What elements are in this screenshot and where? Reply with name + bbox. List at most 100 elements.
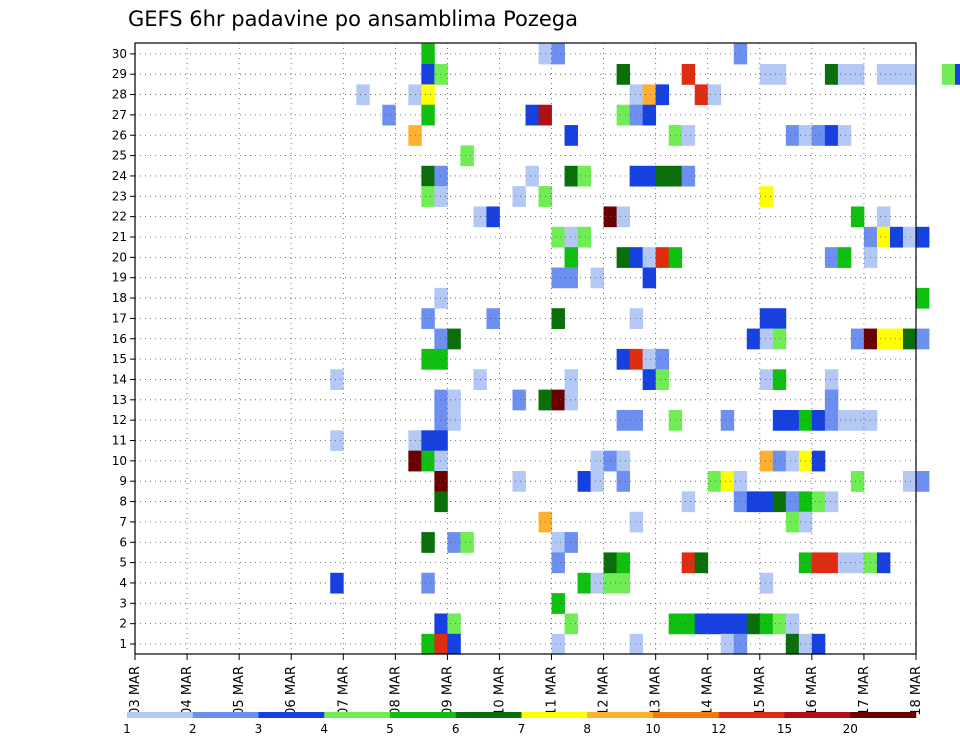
heatmap-cell-33 (382, 104, 396, 126)
heatmap-cell-125 (434, 389, 448, 411)
heatmap-cell-10 (824, 64, 839, 85)
y-tick-label-20: 20 (112, 250, 127, 264)
heatmap-cell-120 (642, 369, 657, 391)
heatmap-cell-71 (551, 226, 565, 248)
heatmap-cell-75 (876, 226, 891, 248)
heatmap-cell-164 (590, 471, 604, 492)
heatmap-cell-143 (837, 409, 852, 431)
heatmap-cell-90 (590, 267, 604, 289)
colorbar-label-20: 20 (843, 722, 858, 736)
heatmap-cell-66 (486, 206, 500, 228)
heatmap-cell-92 (434, 287, 448, 309)
heatmap-cell-138 (772, 409, 787, 431)
heatmap-cell-68 (616, 206, 631, 228)
heatmap-cell-151 (421, 450, 435, 472)
heatmap-cell-81 (629, 247, 644, 268)
heatmap-cell-190 (564, 532, 578, 553)
heatmap-cell-201 (681, 552, 696, 574)
y-tick-label-27: 27 (112, 108, 127, 122)
heatmap-cell-200 (551, 552, 565, 574)
heatmap-cell-169 (850, 471, 865, 492)
colorbar-label-3: 3 (255, 722, 263, 736)
heatmap-cell-29 (642, 84, 657, 106)
heatmap-cell-221 (759, 613, 774, 635)
y-tick-label-22: 22 (112, 210, 127, 224)
colorbar-swatch-11 (850, 712, 917, 718)
heatmap-cell-13 (876, 64, 891, 85)
heatmap-cell-99 (772, 308, 787, 329)
heatmap-cell-155 (616, 450, 631, 472)
heatmap-cell-37 (616, 104, 631, 126)
heatmap-cell-227 (551, 633, 565, 655)
heatmap-cell-95 (486, 308, 500, 329)
heatmap-cell-213 (564, 613, 578, 635)
heatmap-cell-123 (772, 369, 787, 391)
heatmap-cell-211 (434, 613, 448, 635)
heatmap-cell-175 (746, 491, 761, 513)
y-tick-label-7: 7 (119, 515, 127, 529)
heatmap-cell-217 (707, 613, 722, 635)
y-tick-label-21: 21 (112, 230, 127, 244)
heatmap-cell-144 (850, 409, 865, 431)
heatmap-cell-9 (772, 64, 787, 85)
heatmap-cell-59 (681, 165, 696, 187)
heatmap-cell-78 (916, 226, 930, 248)
heatmap-cell-192 (421, 572, 435, 594)
colorbar-label-6: 6 (452, 722, 460, 736)
y-tick-label-17: 17 (112, 311, 127, 325)
heatmap-cell-220 (746, 613, 761, 635)
heatmap-cell-12 (850, 64, 865, 85)
y-tick-label-1: 1 (119, 637, 127, 651)
y-tick-label-13: 13 (112, 393, 127, 407)
heatmap-cell-32 (707, 84, 722, 106)
colorbar-label-5: 5 (386, 722, 394, 736)
x-tick-label-4: 07 MAR (336, 666, 351, 716)
x-tick-label-13: 16 MAR (805, 666, 820, 716)
heatmap-cell-115 (642, 348, 657, 370)
heatmap-cell-46 (811, 125, 826, 146)
heatmap-cell-132 (434, 409, 448, 431)
heatmap-cell-54 (577, 165, 591, 187)
heatmap-cell-172 (434, 491, 448, 513)
heatmap-cell-158 (785, 450, 800, 472)
heatmap-cell-173 (681, 491, 696, 513)
heatmap-cell-77 (902, 226, 917, 248)
colorbar-label-8: 8 (583, 722, 591, 736)
heatmap-cell-80 (616, 247, 631, 268)
heatmap-cell-134 (616, 409, 631, 431)
colorbar: 1 2 3 4 5 6 7 8 10 12 15 20 (123, 712, 917, 736)
colorbar-label-1: 1 (123, 722, 131, 736)
y-tick-label-11: 11 (112, 434, 127, 448)
heatmap-cell-79 (564, 247, 578, 268)
heatmap-cell-184 (785, 511, 800, 533)
x-tick-label-8: 11 MAR (545, 666, 560, 716)
heatmap-cell-181 (824, 491, 839, 513)
heatmap-cell-142 (824, 409, 839, 431)
heatmap-cell-89 (564, 267, 578, 289)
heatmap-cell-177 (772, 491, 787, 513)
heatmap-cell-70 (876, 206, 891, 228)
heatmap-cell-229 (720, 633, 735, 655)
heatmap-cell-82 (642, 247, 657, 268)
heatmap-cell-135 (629, 409, 644, 431)
heatmap-cell-50 (421, 165, 435, 187)
heatmap-cell-55 (629, 165, 644, 187)
heatmap-cell-6 (616, 64, 631, 85)
heatmap-cell-189 (551, 532, 565, 553)
heatmap-cell-38 (629, 104, 644, 126)
colorbar-swatch-2 (258, 712, 325, 718)
x-axis: 03 MAR 04 MAR 05 MAR 06 MAR 07 MAR 08 MAR 09 M… (128, 654, 924, 716)
heatmap-cell-102 (746, 328, 761, 350)
heatmap-cell-218 (720, 613, 735, 635)
heatmap-cell-122 (759, 369, 774, 391)
chart-title: GEFS 6hr padavine po ansamblima Pozega (128, 7, 578, 31)
heatmap-cell-233 (811, 633, 826, 655)
heatmap-cell-94 (421, 308, 435, 329)
heatmap-cell-112 (434, 348, 448, 370)
heatmap-cell-160 (811, 450, 826, 472)
heatmap-cell-105 (850, 328, 865, 350)
heatmap-cell-31 (694, 84, 709, 106)
x-tick-label-1: 04 MAR (180, 666, 195, 716)
heatmap-cell-0 (421, 43, 435, 65)
y-tick-label-2: 2 (119, 617, 127, 631)
